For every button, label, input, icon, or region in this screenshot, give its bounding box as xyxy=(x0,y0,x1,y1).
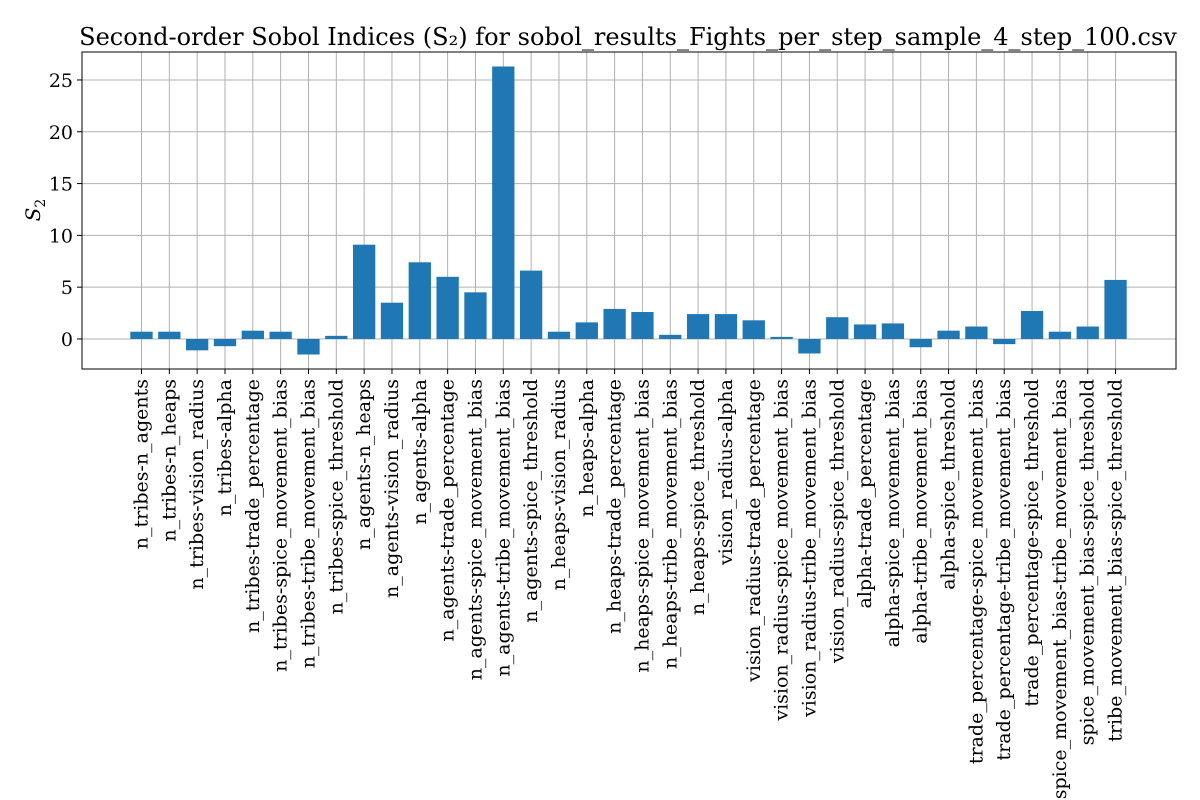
bar xyxy=(325,335,348,339)
bar xyxy=(965,326,988,339)
bar xyxy=(380,302,404,339)
bar xyxy=(631,312,654,339)
y-axis-label: S2 xyxy=(21,199,49,222)
bar xyxy=(213,338,237,347)
bar xyxy=(770,336,793,339)
bar xyxy=(575,322,598,339)
bar xyxy=(492,66,515,339)
bar xyxy=(993,338,1016,345)
x-tick-label: n_agents-vision_radius xyxy=(381,379,403,598)
bar xyxy=(937,330,960,339)
x-tick-label: n_tribes-tribe_movement_bias xyxy=(297,379,319,668)
x-tick-label: n_agents-n_heaps xyxy=(353,379,375,550)
bar xyxy=(1104,279,1127,339)
y-tick-label: 0 xyxy=(61,329,73,351)
bar xyxy=(686,314,710,339)
y-tick-label: 10 xyxy=(49,225,73,247)
bar xyxy=(853,324,877,339)
bar xyxy=(186,338,209,351)
plot-frame xyxy=(81,51,1177,370)
x-tick-label: n_heaps-vision_radius xyxy=(548,379,570,590)
x-tick-label: trade_percentage-spice_movement_bias xyxy=(965,379,987,764)
y-axis-label-subscript: 2 xyxy=(33,199,49,208)
x-tick-label: alpha-trade_percentage xyxy=(854,379,876,608)
x-tick-label: n_agents-alpha xyxy=(409,379,431,525)
x-tick-label: n_agents-spice_threshold xyxy=(520,379,542,623)
bar xyxy=(826,317,849,339)
x-tick-label: n_tribes-n_agents xyxy=(131,379,153,549)
bars-layer xyxy=(130,66,1127,355)
bar xyxy=(436,276,459,339)
x-tick-label: n_heaps-trade_percentage xyxy=(604,379,626,634)
bar xyxy=(742,320,765,339)
x-tick-label: n_tribes-vision_radius xyxy=(186,379,208,590)
x-tick-label: n_agents-trade_percentage xyxy=(437,379,459,641)
x-tick-label: n_tribes-n_heaps xyxy=(158,379,180,542)
bar xyxy=(798,338,821,354)
bar xyxy=(241,330,264,339)
y-tick-label: 15 xyxy=(49,174,73,196)
bar xyxy=(464,292,487,339)
bar xyxy=(269,331,292,339)
bar xyxy=(714,314,738,339)
x-tick-label: alpha-tribe_movement_bias xyxy=(910,379,932,644)
x-axis-ticks: n_tribes-n_agents n_tribes-n_heaps n_tribe… xyxy=(131,369,1127,799)
x-tick-label: trade_percentage-tribe_movement_bias xyxy=(993,379,1015,760)
bar xyxy=(909,338,932,348)
bar xyxy=(408,262,431,339)
x-tick-label: n_tribes-alpha xyxy=(214,379,236,516)
x-tick-label: vision_radius-spice_movement_bias xyxy=(771,379,793,722)
x-tick-label: n_tribes-spice_threshold xyxy=(325,379,347,614)
bar xyxy=(1076,326,1099,339)
bar xyxy=(881,323,905,339)
y-tick-label: 5 xyxy=(61,277,73,299)
bar xyxy=(1020,310,1044,339)
y-tick-label: 20 xyxy=(49,122,73,144)
x-tick-label: vision_radius-tribe_movement_bias xyxy=(798,379,820,718)
bar xyxy=(297,338,320,355)
x-tick-label: trade_percentage-spice_threshold xyxy=(1021,379,1043,707)
x-tick-label: n_heaps-tribe_movement_bias xyxy=(659,379,681,669)
y-axis-ticks: 0 5 10 15 20 25 xyxy=(49,70,82,351)
bar xyxy=(1048,331,1072,339)
x-tick-label: n_tribes-spice_movement_bias xyxy=(270,379,292,672)
bar xyxy=(547,331,571,339)
y-tick-label: 25 xyxy=(49,70,73,92)
bar xyxy=(130,331,153,339)
x-tick-label: vision_radius-alpha xyxy=(715,379,737,566)
x-tick-label: vision_radius-trade_percentage xyxy=(743,379,765,683)
x-tick-label: n_heaps-spice_movement_bias xyxy=(631,379,653,673)
chart-title: Second-order Sobol Indices (S₂) for sobo… xyxy=(79,23,1177,51)
bar xyxy=(603,308,626,339)
x-tick-label: spice_movement_bias-spice_threshold xyxy=(1077,379,1099,745)
x-tick-label: n_heaps-spice_threshold xyxy=(687,379,709,615)
grid-layer xyxy=(82,52,1176,369)
y-axis-label-main: S xyxy=(21,208,45,222)
x-tick-label: spice_movement_bias-tribe_movement_bias xyxy=(1049,379,1071,799)
bar xyxy=(158,331,181,339)
x-tick-label: n_agents-spice_movement_bias xyxy=(464,379,486,680)
x-tick-label: n_agents-tribe_movement_bias xyxy=(492,379,514,677)
x-tick-label: n_tribes-trade_percentage xyxy=(242,379,264,633)
x-tick-label: alpha-spice_movement_bias xyxy=(882,379,904,647)
x-tick-label: vision_radius-spice_threshold xyxy=(826,379,848,664)
x-tick-label: alpha-spice_threshold xyxy=(938,379,960,590)
x-tick-label: n_heaps-alpha xyxy=(576,379,598,517)
x-tick-label: tribe_movement_bias-spice_threshold xyxy=(1105,379,1127,742)
bar xyxy=(659,334,682,339)
bar xyxy=(352,244,376,339)
bar xyxy=(519,270,543,339)
